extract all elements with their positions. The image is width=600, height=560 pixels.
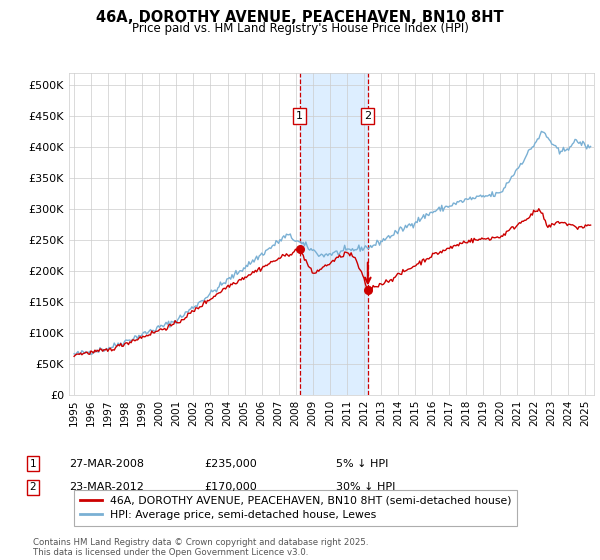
Text: 27-MAR-2008: 27-MAR-2008 xyxy=(69,459,144,469)
Legend: 46A, DOROTHY AVENUE, PEACEHAVEN, BN10 8HT (semi-detached house), HPI: Average pr: 46A, DOROTHY AVENUE, PEACEHAVEN, BN10 8H… xyxy=(74,491,517,525)
Text: 1: 1 xyxy=(29,459,37,469)
Text: 5% ↓ HPI: 5% ↓ HPI xyxy=(336,459,388,469)
Bar xyxy=(299,73,368,395)
Text: £170,000: £170,000 xyxy=(204,482,257,492)
Text: 46A, DOROTHY AVENUE, PEACEHAVEN, BN10 8HT: 46A, DOROTHY AVENUE, PEACEHAVEN, BN10 8H… xyxy=(96,10,504,25)
Text: 23-MAR-2012: 23-MAR-2012 xyxy=(69,482,144,492)
Text: 2: 2 xyxy=(364,111,371,121)
Point xyxy=(295,245,304,254)
Text: Contains HM Land Registry data © Crown copyright and database right 2025.
This d: Contains HM Land Registry data © Crown c… xyxy=(33,538,368,557)
Text: 30% ↓ HPI: 30% ↓ HPI xyxy=(336,482,395,492)
Text: £235,000: £235,000 xyxy=(204,459,257,469)
Text: Price paid vs. HM Land Registry's House Price Index (HPI): Price paid vs. HM Land Registry's House … xyxy=(131,22,469,35)
Point xyxy=(363,285,373,294)
Text: 2: 2 xyxy=(29,482,37,492)
Text: 1: 1 xyxy=(296,111,303,121)
